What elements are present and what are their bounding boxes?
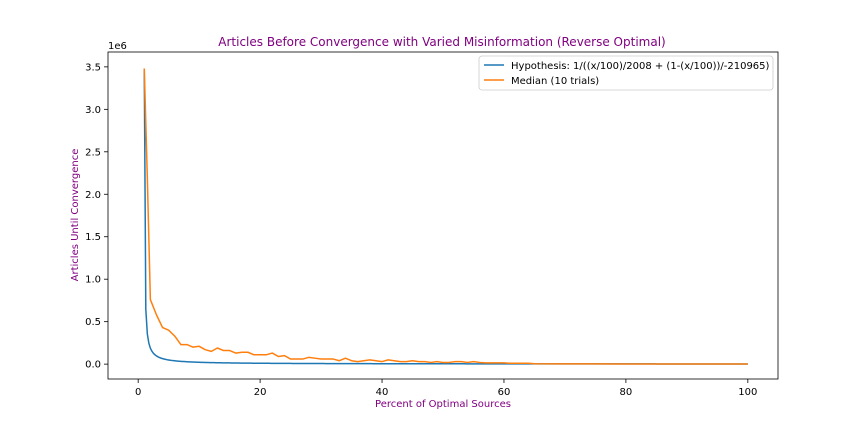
y-tick-label: 1.5 xyxy=(85,232,101,243)
y-tick-label: 2.0 xyxy=(85,190,101,201)
y-tick-label: 3.5 xyxy=(85,62,101,73)
y-tick-label: 3.0 xyxy=(85,105,101,116)
y-axis-label: Articles Until Convergence xyxy=(70,149,81,282)
series-layer xyxy=(143,68,748,365)
y-tick-label: 0.5 xyxy=(85,317,101,328)
x-tick-label: 100 xyxy=(738,387,757,398)
plot-frame xyxy=(107,51,779,380)
x-tick-label: 20 xyxy=(254,387,267,398)
x-tick-label: 40 xyxy=(376,387,389,398)
chart-title: Articles Before Convergence with Varied … xyxy=(218,35,665,49)
y-axis-offset-label: 1e6 xyxy=(108,41,127,52)
legend-box xyxy=(478,55,774,91)
x-tick-label: 60 xyxy=(498,387,511,398)
legend: Hypothesis: 1/((x/100)/2008 + (1-(x/100)… xyxy=(478,55,774,91)
x-axis-label: Percent of Optimal Sources xyxy=(375,399,511,410)
legend-label-median: Median (10 trials) xyxy=(511,76,599,87)
y-axis-ticks: 0.0 0.5 1.0 1.5 2.0 2.5 3.0 3.5 xyxy=(85,62,108,371)
x-tick-label: 80 xyxy=(620,387,633,398)
plot-area xyxy=(108,52,778,379)
series-line-median xyxy=(143,68,748,365)
y-tick-label: 1.0 xyxy=(85,275,101,286)
y-tick-label: 0.0 xyxy=(85,360,101,371)
x-tick-label: 0 xyxy=(135,387,141,398)
y-tick-label: 2.5 xyxy=(85,147,101,158)
x-axis-ticks: 0 20 40 60 80 100 xyxy=(135,379,757,398)
legend-label-hypothesis: Hypothesis: 1/((x/100)/2008 + (1-(x/100)… xyxy=(511,61,770,72)
